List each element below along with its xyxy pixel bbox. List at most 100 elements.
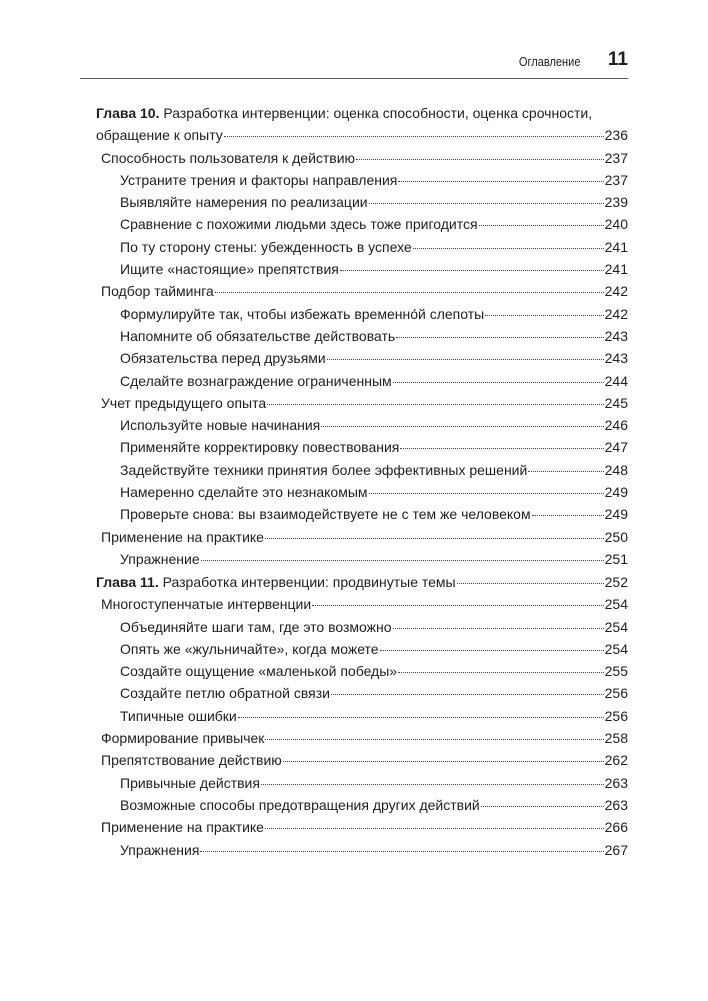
entry-title: Задействуйте техники принятия более эффе…: [120, 461, 528, 478]
entry-page: 243: [604, 327, 628, 344]
entry-page: 239: [604, 194, 628, 211]
dot-leader: [237, 716, 604, 718]
toc-entry[interactable]: Способность пользователя к действию 237: [96, 147, 628, 169]
toc-entry[interactable]: Возможные способы предотвращения других …: [96, 794, 628, 816]
dot-leader: [200, 559, 604, 561]
entry-title: Выявляйте намерения по реализации: [120, 194, 368, 211]
header-section-title: Оглавление: [518, 54, 580, 69]
toc-entry[interactable]: Применяйте корректировку повествования 24…: [96, 436, 628, 458]
dot-leader: [400, 448, 604, 450]
toc-entry[interactable]: Напомните об обязательстве действовать 24…: [96, 325, 628, 347]
entry-page: 262: [604, 752, 628, 769]
entry-page: 249: [604, 484, 628, 501]
toc-entry[interactable]: Опять же «жульничайте», когда можете 254: [96, 638, 628, 660]
dot-leader: [485, 314, 604, 316]
entry-title: Опять же «жульничайте», когда можете: [120, 640, 379, 657]
entry-page: 263: [604, 796, 628, 813]
toc-entry[interactable]: По ту сторону стены: убежденность в успе…: [96, 236, 628, 258]
toc-entry[interactable]: Привычные действия 263: [96, 772, 628, 794]
entry-page: 237: [604, 149, 628, 166]
toc-entry[interactable]: Объединяйте шаги там, где это возможно 25…: [96, 616, 628, 638]
chapter-row[interactable]: Глава 11. Разработка интервенции: продви…: [96, 571, 628, 593]
running-header: Оглавление 11: [80, 48, 628, 79]
entry-title: По ту сторону стены: убежденность в успе…: [120, 238, 412, 255]
toc-entry[interactable]: Учет предыдущего опыта 245: [96, 392, 628, 414]
dot-leader: [528, 470, 604, 472]
toc-entry[interactable]: Многоступенчатые интервенции 254: [96, 593, 628, 615]
entry-title: Обязательства перед друзьями: [120, 350, 326, 367]
dot-leader: [480, 805, 604, 807]
entry-page: 246: [604, 417, 628, 434]
chapter-title-wrap: Глава 11. Разработка интервенции: продви…: [96, 571, 456, 593]
chapter-title: Разработка интервенции: продвинутые темы: [158, 574, 456, 590]
dot-leader: [392, 381, 604, 383]
chapter-row[interactable]: обращение к опыту 236: [96, 124, 628, 146]
toc-entry[interactable]: Намеренно сделайте это незнакомым 249: [96, 481, 628, 503]
toc-entry[interactable]: Сделайте вознаграждение ограниченным 244: [96, 370, 628, 392]
toc-entry[interactable]: Устраните трения и факторы направления 23…: [96, 169, 628, 191]
entry-page: 242: [604, 305, 628, 322]
page-number: 11: [607, 49, 628, 70]
entry-title: Формулируйте так, чтобы избежать временн…: [120, 305, 485, 322]
chapter-page: 252: [604, 574, 628, 590]
dot-leader: [264, 537, 604, 539]
dot-leader: [478, 225, 604, 227]
toc-entry[interactable]: Используйте новые начинания 246: [96, 414, 628, 436]
entry-title: Создайте ощущение «маленькой победы»: [120, 663, 398, 680]
dot-leader: [223, 136, 604, 138]
toc-entry[interactable]: Создайте петлю обратной связи 256: [96, 682, 628, 704]
toc-entry[interactable]: Подбор тайминга 242: [96, 280, 628, 302]
toc-entry[interactable]: Выявляйте намерения по реализации 239: [96, 191, 628, 213]
dot-leader: [368, 203, 604, 205]
entry-title: Препятствование действию: [101, 752, 282, 769]
toc-entry[interactable]: Формирование привычек 258: [96, 727, 628, 749]
toc-entry[interactable]: Применение на практике 250: [96, 526, 628, 548]
toc-entry[interactable]: Формулируйте так, чтобы избежать временн…: [96, 303, 628, 325]
entry-page: 247: [604, 439, 628, 456]
entry-page: 258: [604, 730, 628, 747]
entry-page: 254: [604, 640, 628, 657]
chapter-title-line: Глава 10. Разработка интервенции: оценка…: [96, 102, 628, 124]
toc-entry[interactable]: Препятствование действию 262: [96, 749, 628, 771]
toc-entry[interactable]: Обязательства перед друзьями 243: [96, 347, 628, 369]
toc-entry[interactable]: Применение на практике 266: [96, 816, 628, 838]
chapter-title-cont: обращение к опыту: [96, 127, 223, 144]
dot-leader: [368, 493, 604, 495]
entry-page: 250: [604, 528, 628, 545]
entry-page: 254: [604, 618, 628, 635]
chapter-title: Разработка интервенции: оценка способнос…: [159, 105, 593, 121]
entry-page: 241: [604, 261, 628, 278]
chapter-label: Глава 10.: [96, 105, 160, 121]
dot-leader: [321, 426, 604, 428]
dot-leader: [356, 158, 604, 160]
dot-leader: [282, 761, 604, 763]
toc-entry[interactable]: Ищите «настоящие» препятствия 241: [96, 258, 628, 280]
dot-leader: [214, 292, 604, 294]
entry-title: Создайте петлю обратной связи: [120, 685, 330, 702]
chapter-page: 236: [604, 127, 628, 144]
dot-leader: [398, 180, 604, 182]
entry-page: 249: [604, 506, 628, 523]
entry-title: Напомните об обязательстве действовать: [120, 327, 396, 344]
entry-page: 248: [604, 461, 628, 478]
entry-title: Объединяйте шаги там, где это возможно: [120, 618, 392, 635]
toc-entry[interactable]: Упражнения 267: [96, 839, 628, 861]
toc-entry[interactable]: Упражнение 251: [96, 548, 628, 570]
dot-leader: [392, 627, 604, 629]
dot-leader: [265, 739, 604, 741]
dot-leader: [396, 336, 604, 338]
toc-entry[interactable]: Создайте ощущение «маленькой победы» 255: [96, 660, 628, 682]
toc-entry[interactable]: Сравнение с похожими людьми здесь тоже п…: [96, 213, 628, 235]
entry-title: Упражнение: [120, 550, 200, 567]
dot-leader: [267, 403, 604, 405]
entry-page: 254: [604, 596, 628, 613]
entry-title: Ищите «настоящие» препятствия: [120, 261, 339, 278]
dot-leader: [330, 694, 604, 696]
entry-title: Намеренно сделайте это незнакомым: [120, 484, 368, 501]
dot-leader: [264, 828, 604, 830]
toc-entry[interactable]: Задействуйте техники принятия более эффе…: [96, 459, 628, 481]
entry-page: 245: [604, 394, 628, 411]
entry-page: 242: [604, 283, 628, 300]
toc-entry[interactable]: Типичные ошибки 256: [96, 705, 628, 727]
toc-entry[interactable]: Проверьте снова: вы взаимодействуете не …: [96, 503, 628, 525]
